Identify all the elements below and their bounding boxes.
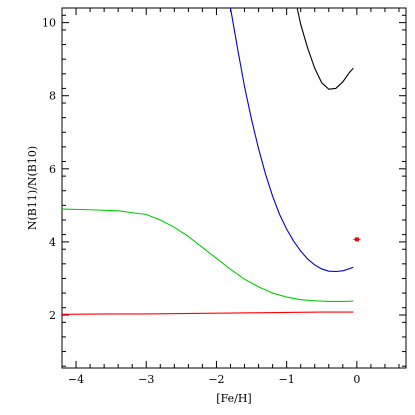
x-tick-label: −2 (208, 373, 224, 386)
series-line-3 (296, 7, 354, 90)
series-line-0 (61, 311, 354, 315)
axis-ticks (61, 8, 406, 368)
data-points (353, 237, 361, 242)
tick-labels: −4 −3 −2 −1 0 2 4 6 8 10 (42, 17, 360, 386)
y-tick-label: 4 (49, 236, 56, 249)
y-tick-label: 8 (49, 90, 56, 103)
x-tick-label: −1 (279, 373, 295, 386)
x-tick-label: −3 (138, 373, 154, 386)
series-lines (61, 7, 354, 315)
y-tick-label: 6 (49, 163, 56, 176)
y-tick-label: 10 (42, 17, 56, 30)
plot-frame (61, 7, 407, 369)
series-line-1 (61, 208, 354, 303)
series-line-2 (229, 7, 354, 273)
y-tick-label: 2 (49, 309, 56, 322)
x-tick-label: 0 (353, 373, 360, 386)
data-point (354, 237, 359, 242)
y-axis-label: N(B11)/N(B10) (26, 146, 39, 230)
x-axis-label: [Fe/H] (216, 392, 251, 405)
x-tick-label: −4 (68, 373, 84, 386)
